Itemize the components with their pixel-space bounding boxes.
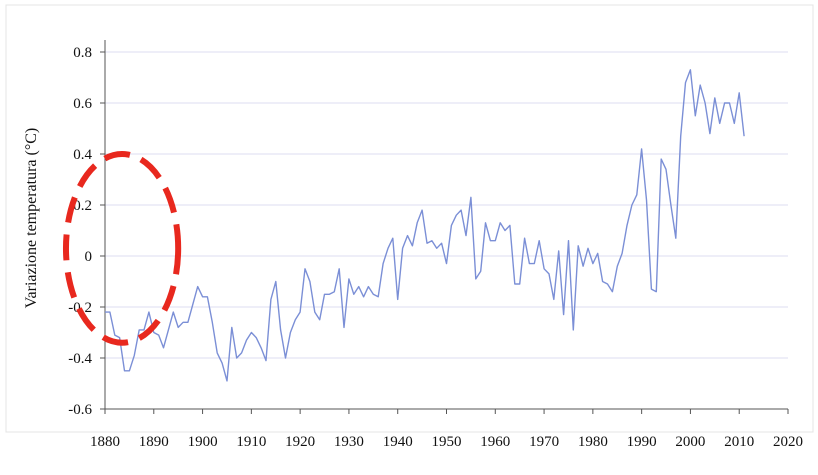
y-tick-label: 0.4 <box>73 147 92 163</box>
x-tick-label: 1880 <box>90 434 120 450</box>
y-axis-label: Variazione temperatura (°C) <box>23 128 40 309</box>
x-tick-label: 1940 <box>383 434 413 450</box>
x-tick-label: 2010 <box>724 434 754 450</box>
y-tick-label: -0.6 <box>68 402 92 418</box>
x-tick-label: 1910 <box>236 434 266 450</box>
x-tick-label: 1930 <box>334 434 364 450</box>
x-tick-label: 1920 <box>285 434 315 450</box>
x-tick-label: 2000 <box>675 434 705 450</box>
y-tick-label: 0.6 <box>73 96 92 112</box>
x-tick-label: 1970 <box>529 434 559 450</box>
series-line <box>105 69 745 382</box>
annotation-dashed-ellipse <box>62 151 182 346</box>
y-ticks: 0.80.60.40.20-0.2-0.4-0.6 <box>68 45 105 418</box>
gridlines <box>105 51 788 359</box>
y-tick-label: 0 <box>85 249 93 265</box>
x-tick-label: 1960 <box>480 434 510 450</box>
x-tick-label: 1950 <box>432 434 462 450</box>
x-ticks: 1880 1890 1900 1910 1920 1930 1940 1950 1960 1970… <box>90 409 803 450</box>
x-tick-label: 2020 <box>773 434 803 450</box>
y-tick-label: -0.4 <box>68 351 92 367</box>
x-tick-label: 1890 <box>139 434 169 450</box>
x-tick-label: 1900 <box>188 434 218 450</box>
x-tick-label: 1980 <box>578 434 608 450</box>
outer-frame <box>5 4 814 433</box>
y-tick-label: 0.8 <box>73 45 92 61</box>
x-tick-label: 1990 <box>627 434 657 450</box>
y-tick-label: 0.2 <box>73 198 92 214</box>
axes <box>104 40 788 410</box>
